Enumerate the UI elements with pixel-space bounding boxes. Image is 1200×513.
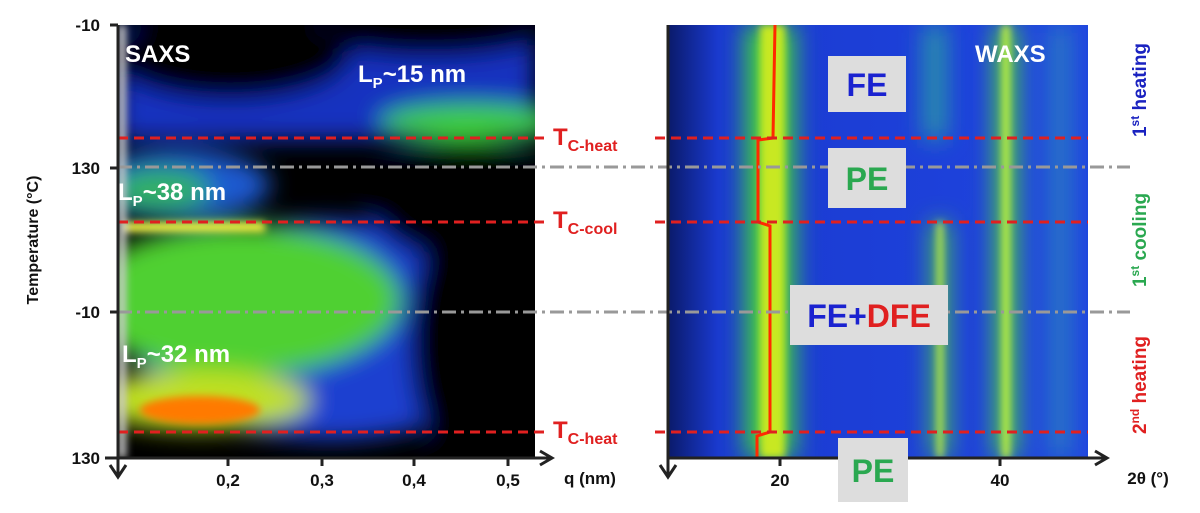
text-part: 2 xyxy=(1130,423,1151,434)
text-part: P xyxy=(137,355,147,372)
saxs-heatmap xyxy=(118,25,535,458)
y-tick-label: 130 xyxy=(72,449,100,468)
y-tick-label: -10 xyxy=(75,16,100,35)
phase-label: FE xyxy=(847,67,888,103)
text-part: FE+ xyxy=(807,298,867,334)
text-part: ~32 nm xyxy=(147,341,230,368)
text-part: nd xyxy=(1128,409,1142,424)
text-part: cooling xyxy=(1130,193,1151,266)
shape xyxy=(1050,25,1070,458)
phases: FE PE FE+DFE PE xyxy=(790,56,948,502)
phase-label: PE xyxy=(846,161,889,197)
transition-label: TC-heat xyxy=(553,124,618,155)
text-part: heating xyxy=(1130,336,1151,409)
shape xyxy=(118,225,400,375)
annotation: LP~15 nm xyxy=(358,61,466,92)
shape xyxy=(370,140,535,260)
stage-label: 1st heating xyxy=(1128,43,1151,137)
phase-box xyxy=(838,438,908,502)
shape xyxy=(380,104,535,140)
panel-label: SAXS xyxy=(125,41,190,68)
text-part: heating xyxy=(1130,43,1151,116)
x-axis-title: q (nm) xyxy=(564,469,616,488)
annotation: LP~32 nm xyxy=(122,341,230,372)
shape xyxy=(118,25,350,100)
text-part: T xyxy=(553,417,568,444)
x-tick-label: 0,4 xyxy=(402,471,426,490)
text-part: P xyxy=(373,75,383,92)
text-part: L xyxy=(358,61,373,88)
shape xyxy=(118,25,535,458)
x-tick-label: 0,5 xyxy=(496,471,520,490)
text-part: st xyxy=(1128,116,1142,127)
shape xyxy=(118,25,265,458)
shape xyxy=(1002,25,1010,458)
phase-label: PE xyxy=(852,453,895,489)
text-part: 1 xyxy=(1130,276,1151,287)
arrow xyxy=(1094,449,1110,467)
x-tick-label: 0,3 xyxy=(310,471,334,490)
phase-box xyxy=(790,285,948,345)
stages: 1st heating 1st cooling 2nd heating xyxy=(1128,43,1151,434)
y-tick-label: -10 xyxy=(75,303,100,322)
shape xyxy=(118,25,126,458)
shape xyxy=(140,396,260,424)
text-part: 1 xyxy=(1130,126,1151,137)
text-part: L xyxy=(118,179,133,206)
transition-label: TC-cool xyxy=(553,207,617,238)
x-tick-label: 40 xyxy=(991,471,1010,490)
x-tick-label: 0,2 xyxy=(216,471,240,490)
text-part: T xyxy=(553,207,568,234)
stage-label: 1st cooling xyxy=(1128,193,1151,287)
text-part: P xyxy=(133,193,143,210)
shape xyxy=(925,25,945,140)
text-part: C-cool xyxy=(568,221,618,238)
y-tick-label: 130 xyxy=(72,159,100,178)
x-axis-title: 2θ (°) xyxy=(1127,469,1169,488)
arrow xyxy=(658,464,678,480)
arrow xyxy=(539,449,555,467)
text-part: L xyxy=(122,341,137,368)
annotations: LP~15 nm LP~38 nm LP~32 nm xyxy=(118,61,466,372)
phase-box xyxy=(828,148,906,208)
transition-label: TC-heat xyxy=(553,417,618,448)
panel-label: WAXS xyxy=(975,41,1046,68)
text-part: ~15 nm xyxy=(383,61,466,88)
shape xyxy=(320,25,535,57)
phase-label: FE+DFE xyxy=(807,298,931,334)
text-part: T xyxy=(553,124,568,151)
text-part: st xyxy=(1128,266,1142,277)
tick-labels: -10 130 -10 130 0,2 0,3 0,4 0,5 q (nm) 2… xyxy=(25,16,1169,490)
x-tick-label: 20 xyxy=(771,471,790,490)
arrow xyxy=(108,464,128,480)
annotation: LP~38 nm xyxy=(118,179,226,210)
text-part: ~38 nm xyxy=(143,179,226,206)
text-part: DFE xyxy=(867,298,931,334)
phase-box xyxy=(828,56,906,112)
shape xyxy=(118,168,210,212)
text-part: C-heat xyxy=(568,431,618,448)
y-axis-title: Temperature (°C) xyxy=(25,176,42,305)
transitions: TC-heat TC-cool TC-heat xyxy=(553,124,618,448)
shape xyxy=(410,200,535,458)
stage-label: 2nd heating xyxy=(1128,336,1151,434)
shape xyxy=(125,222,265,232)
lines xyxy=(118,136,1130,434)
text-part: C-heat xyxy=(568,138,618,155)
